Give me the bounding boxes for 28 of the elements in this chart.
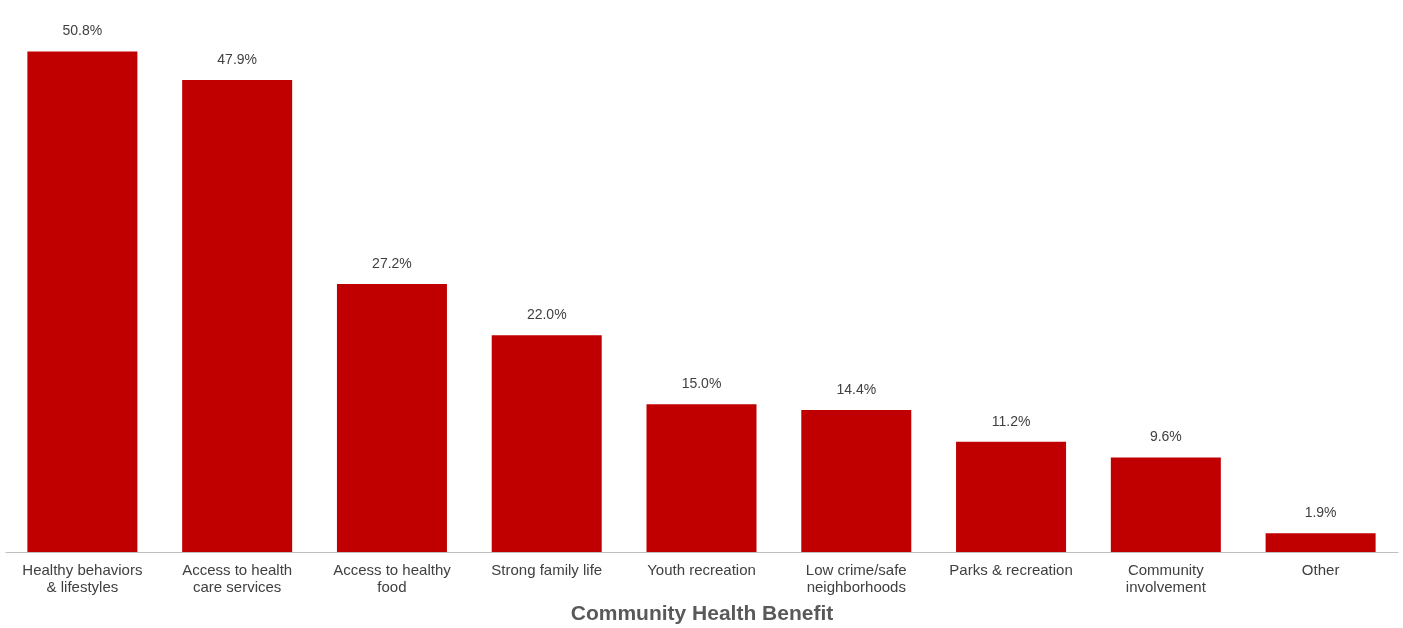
x-tick-label: Other (1301, 560, 1340, 578)
x-tick-label: Low crime/safe neighborhoods (805, 560, 907, 595)
data-label: 50.8% (62, 22, 103, 39)
x-tick-label: Access to healthy food (333, 560, 452, 595)
data-label: 9.6% (1149, 428, 1182, 445)
bar (1110, 457, 1221, 552)
bar (27, 51, 138, 552)
x-tick-label: Youth recreation (647, 560, 756, 578)
data-label: 11.2% (991, 412, 1031, 429)
x-tick-label: Strong family life (491, 560, 603, 578)
bar (646, 404, 757, 552)
data-label: 1.9% (1304, 504, 1337, 521)
data-label: 22.0% (526, 306, 567, 323)
x-tick-label: Community involvement (1125, 560, 1207, 595)
x-tick-label: Access to health care services (182, 560, 293, 595)
x-tick-label: Parks & recreation (949, 560, 1073, 578)
data-label: 47.9% (217, 50, 258, 67)
data-label: 15.0% (681, 375, 722, 392)
data-label: 14.4% (836, 381, 877, 398)
bar (336, 283, 447, 552)
x-axis-title: Community Health Benefit (570, 600, 834, 624)
data-label: 27.2% (372, 254, 412, 271)
bar (956, 441, 1067, 552)
x-tick-label: Healthy behaviors & lifestyles (22, 560, 143, 595)
bar (182, 79, 293, 552)
bar (801, 410, 912, 552)
bar (491, 335, 602, 552)
bar (1265, 533, 1376, 552)
